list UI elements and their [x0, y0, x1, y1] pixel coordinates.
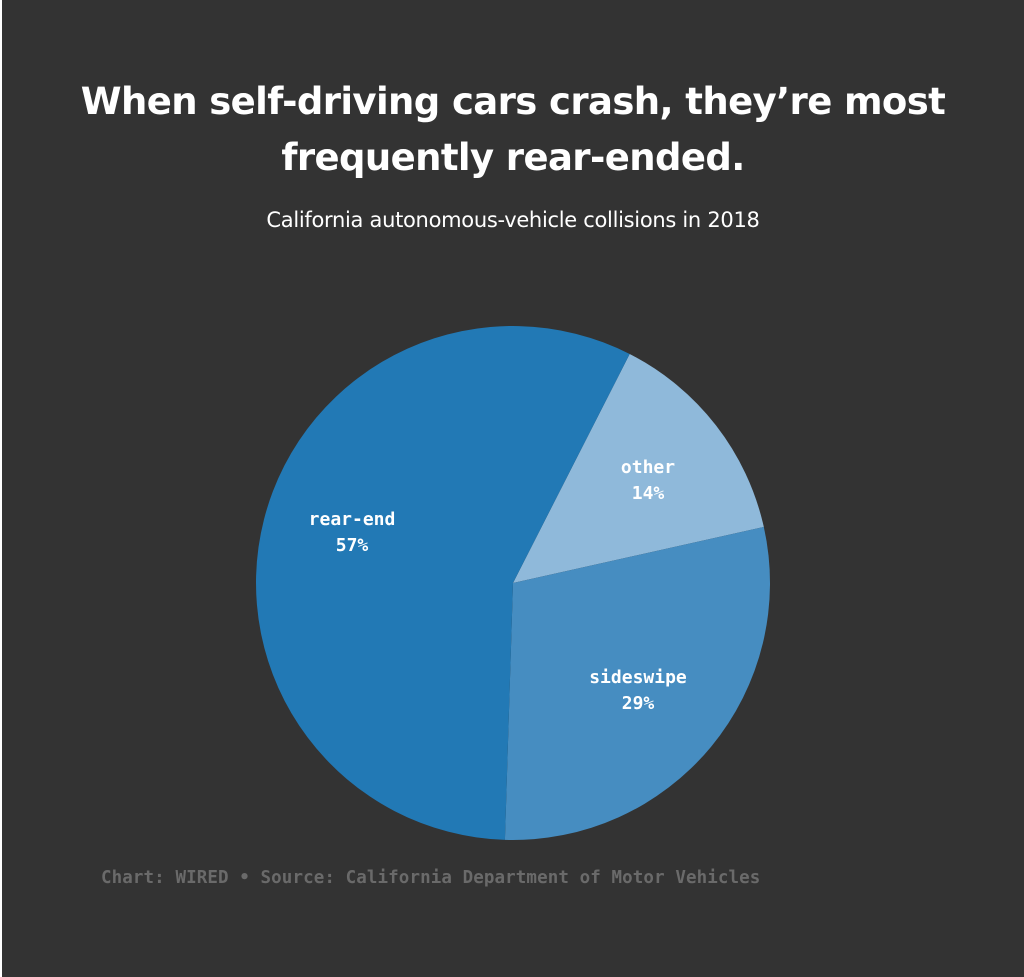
chart-title: When self-driving cars crash, they’re mo…	[2, 74, 1024, 186]
chart-title-line-1: When self-driving cars crash, they’re mo…	[80, 80, 946, 123]
chart-title-line-2: frequently rear-ended.	[281, 136, 745, 179]
pie-slice-rear-end	[255, 325, 630, 840]
pie-slices	[255, 325, 770, 840]
slice-value-other: 14%	[632, 483, 665, 504]
slice-value-sideswipe: 29%	[622, 693, 655, 714]
slice-label-rear-end: rear-end	[309, 509, 396, 530]
pie-slice-sideswipe	[504, 526, 770, 840]
slice-label-other: other	[621, 457, 675, 478]
pie-labels: other 14% sideswipe 29% rear-end 57%	[309, 457, 687, 714]
chart-source-credit: Chart: WIRED • Source: California Depart…	[101, 868, 761, 888]
slice-value-rear-end: 57%	[336, 535, 369, 556]
slice-label-sideswipe: sideswipe	[589, 667, 687, 688]
pie-slice-other	[513, 354, 764, 583]
chart-subtitle: California autonomous-vehicle collisions…	[266, 208, 760, 232]
